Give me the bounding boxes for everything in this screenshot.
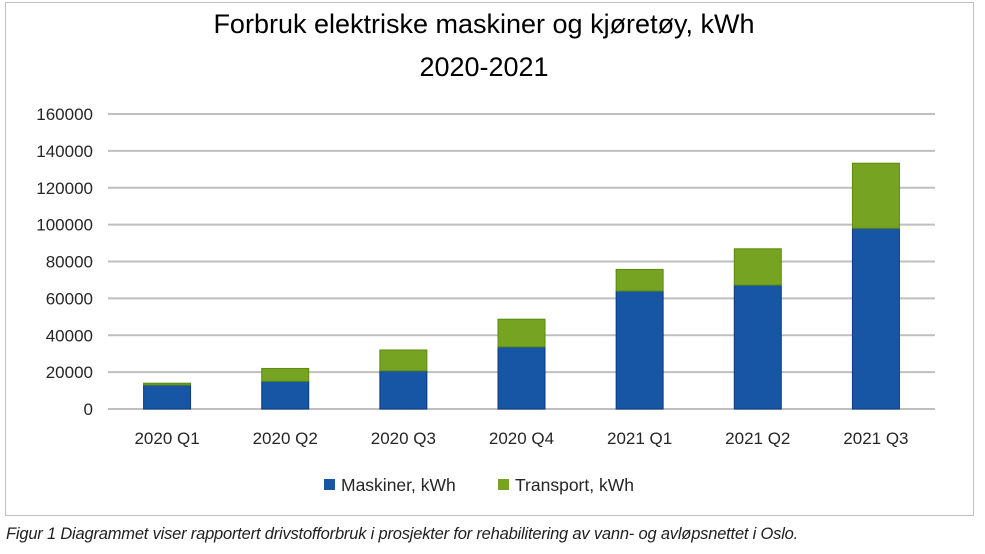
y-tick-label: 140000 [36,142,93,161]
legend-label: Maskiner, kWh [341,475,456,495]
chart-title: Forbruk elektriske maskiner og kjøretøy,… [213,9,754,39]
y-tick-label: 60000 [46,289,93,308]
bar-maskiner [261,380,310,410]
bar-transport [851,162,900,229]
y-tick-label: 40000 [46,326,93,345]
bar-maskiner [497,346,546,410]
x-tick-label: 2020 Q1 [134,429,199,448]
bar-transport [615,268,664,292]
legend-swatch [324,479,335,490]
legend-label: Transport, kWh [515,475,634,495]
figure-caption: Figur 1 Diagrammet viser rapportert driv… [6,525,799,543]
bar-maskiner [851,227,900,410]
x-tick-label: 2021 Q1 [607,429,672,448]
x-tick-label: 2020 Q2 [253,429,318,448]
bar-maskiner [379,370,428,410]
bar-transport [733,248,782,286]
bar-maskiner [143,384,192,410]
bar-transport [497,318,546,348]
y-tick-label: 160000 [36,105,93,124]
y-tick-label: 80000 [46,253,93,272]
x-tick-label: 2021 Q3 [843,429,908,448]
bar-maskiner [615,290,664,410]
y-tick-label: 100000 [36,216,93,235]
chart-frame [5,2,974,516]
chart-subtitle: 2020-2021 [419,52,548,82]
legend-swatch [498,479,509,490]
y-tick-label: 20000 [46,363,93,382]
x-tick-label: 2020 Q4 [489,429,554,448]
bar-transport [261,367,310,382]
y-tick-label: 120000 [36,179,93,198]
bar-transport [379,349,428,372]
y-tick-label: 0 [84,400,93,419]
x-tick-label: 2021 Q2 [725,429,790,448]
bar-transport [143,382,192,386]
x-tick-label: 2020 Q3 [371,429,436,448]
bar-maskiner [733,284,782,410]
